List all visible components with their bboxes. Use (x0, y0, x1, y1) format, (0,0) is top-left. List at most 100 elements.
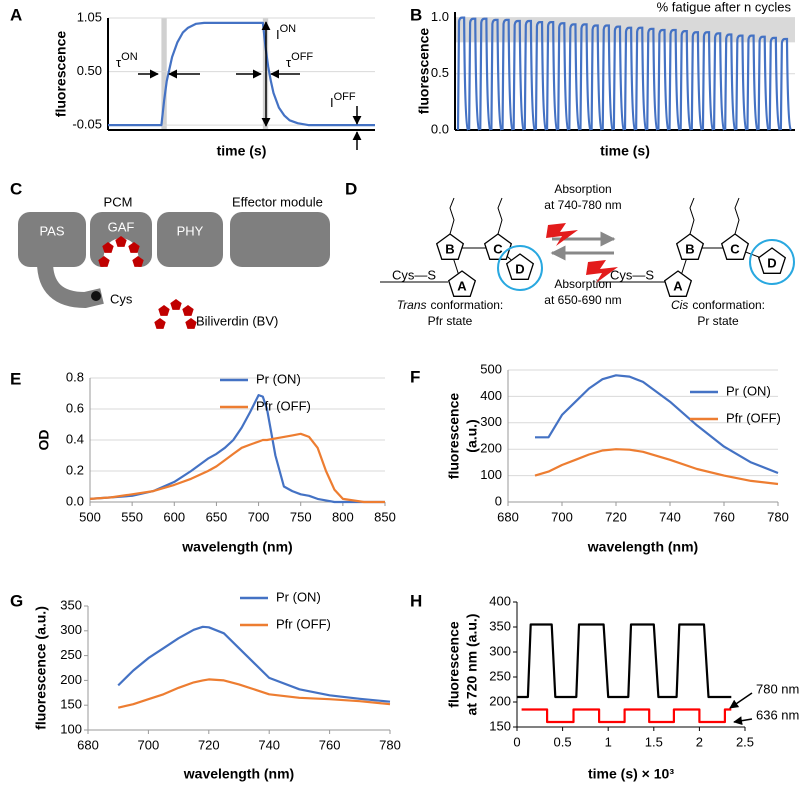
pyrrole-ring (757, 247, 787, 274)
x-tick-label: 720 (605, 509, 627, 524)
x-tick-label: 760 (319, 737, 341, 752)
data-line (89, 394, 385, 504)
y-tick-label: 0.0 (431, 121, 449, 136)
pulse (701, 31, 714, 131)
pulse (768, 36, 781, 131)
x-axis-label: wavelength (nm) (183, 766, 294, 782)
pulse (668, 28, 681, 131)
panel-label: E (10, 369, 21, 388)
data-line (521, 708, 732, 724)
y-tick-label: 100 (480, 467, 502, 482)
bv-ring (132, 256, 144, 267)
y-tick-label: 0.4 (66, 431, 84, 446)
conformation-style: Trans (397, 298, 427, 312)
data-line (117, 678, 391, 709)
annotation: ION (276, 23, 296, 43)
panel-label: C (10, 179, 22, 198)
y-tick-label: 350 (60, 597, 82, 612)
legend-label: Pr (ON) (726, 383, 771, 398)
y-tick-label: 0.50 (77, 63, 102, 78)
y-tick-label: 0.8 (66, 369, 84, 384)
x-tick-label: 780 (767, 509, 789, 524)
pulse (601, 24, 614, 131)
x-tick-label: 740 (659, 509, 681, 524)
diagram-d: D Absorption at 740-780 nm Absorption at… (345, 179, 765, 328)
x-axis-label: time (s) (600, 143, 650, 159)
ring-label: D (767, 255, 776, 270)
annotation-sup: ON (121, 51, 138, 63)
side-chain (689, 197, 695, 235)
pulse (779, 37, 792, 131)
bv-ring (115, 236, 127, 247)
annotation-base: I (276, 27, 280, 42)
pyrrole-ring (663, 270, 693, 297)
state-label: Pfr state (428, 314, 473, 328)
pulse (690, 31, 703, 131)
data-line (117, 625, 391, 703)
y-tick-label: 200 (60, 672, 82, 687)
conformation-style: Cis (671, 298, 688, 312)
annotation-sup: OFF (334, 91, 356, 103)
pyrrole-ring (435, 233, 465, 260)
state-label: Pr state (697, 314, 739, 328)
cys-dot (91, 291, 101, 301)
ring-label: C (493, 241, 503, 256)
x-tick-label: 650 (206, 509, 228, 524)
pulse (479, 17, 492, 131)
legend-label: Pfr (OFF) (256, 398, 311, 413)
x-tick-label: 720 (198, 737, 220, 752)
y-tick-label: 0.2 (66, 462, 84, 477)
y-tick-label: 350 (489, 618, 511, 633)
arrow (733, 716, 753, 726)
annotation: τOFF (286, 51, 313, 71)
cis-caption: Cis conformation: (671, 298, 765, 312)
pulse (735, 34, 748, 131)
ring-highlight (497, 245, 543, 291)
x-axis-label: time (s) × 10³ (588, 766, 674, 782)
annotation: 636 nm (756, 707, 799, 722)
diagram-c: C PCM Effector module PAS GAF PHY Cys Bi… (10, 179, 330, 328)
bv-ring (182, 305, 194, 316)
data-line (517, 623, 732, 699)
y-axis-label: fluorescence (446, 393, 462, 480)
pulse (579, 23, 592, 131)
x-tick-label: 500 (79, 509, 101, 524)
light-bolt (586, 260, 618, 283)
bv-ring (170, 299, 182, 310)
domain-label: PHY (177, 223, 204, 238)
side-chain (734, 197, 740, 235)
y-tick-label: 300 (60, 622, 82, 637)
y-tick-label: 0.5 (431, 65, 449, 80)
pulse (568, 23, 581, 131)
bv-ring (154, 318, 166, 329)
x-tick-label: 750 (290, 509, 312, 524)
panel-label: B (410, 5, 422, 24)
pas-domain (18, 212, 86, 267)
side-chain (497, 197, 503, 235)
pulse (623, 26, 637, 131)
y-tick-label: 300 (489, 643, 511, 658)
pulse (557, 22, 570, 131)
conformation-caption: conformation: (692, 298, 765, 312)
y-tick-label: 300 (480, 414, 502, 429)
data-line (89, 432, 385, 504)
pcm-label: PCM (104, 194, 133, 209)
pulse (523, 19, 536, 131)
y-tick-label: 250 (60, 647, 82, 662)
x-tick-label: 0 (513, 734, 520, 749)
domain-label: GAF (108, 219, 135, 234)
x-tick-label: 700 (551, 509, 573, 524)
bv-ring (158, 305, 170, 316)
linker-label: Cys—S (610, 267, 654, 282)
pulse (456, 16, 470, 131)
x-tick-label: 800 (332, 509, 354, 524)
arrow (729, 692, 753, 709)
x-tick-label: 550 (121, 509, 143, 524)
ring-highlight (749, 239, 795, 285)
x-axis-label: time (s) (217, 143, 267, 159)
bv-label: Biliverdin (BV) (196, 313, 278, 328)
y-tick-label: 100 (60, 721, 82, 736)
shaded-region (161, 18, 167, 130)
